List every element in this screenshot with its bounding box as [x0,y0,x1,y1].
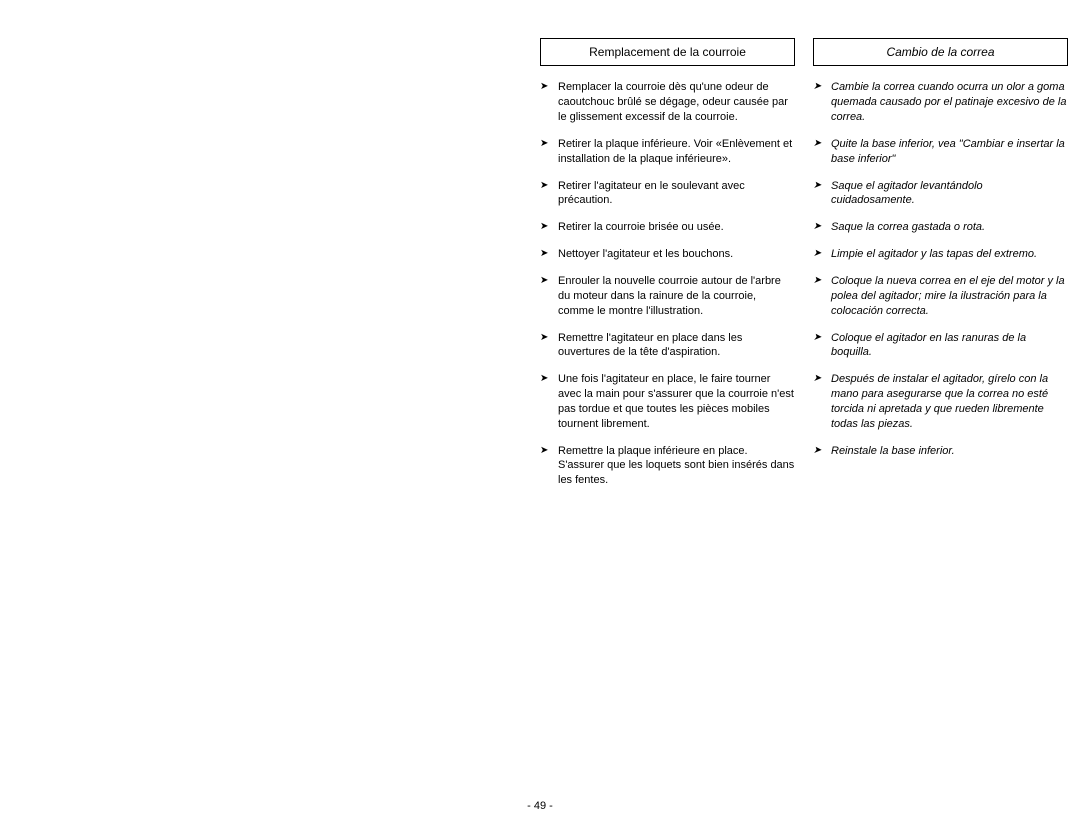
list-item: Coloque la nueva correa en el eje del mo… [813,274,1068,319]
list-item: Retirer la courroie brisée ou usée. [540,220,795,235]
list-item: Cambie la correa cuando ocurra un olor a… [813,80,1068,125]
list-item: Saque la correa gastada o rota. [813,220,1068,235]
bullet-list-french: Remplacer la courroie dès qu'une odeur d… [540,80,795,488]
right-column-spanish: Cambio de la correa Cambie la correa cua… [813,38,1068,500]
left-column-french: Remplacement de la courroie Remplacer la… [540,38,795,500]
heading-box-spanish: Cambio de la correa [813,38,1068,66]
list-item: Remettre la plaque inférieure en place. … [540,444,795,489]
page-number: - 49 - [0,800,1080,812]
list-item: Coloque el agitador en las ranuras de la… [813,331,1068,361]
heading-text-french: Remplacement de la courroie [589,45,746,59]
document-page: Remplacement de la courroie Remplacer la… [0,0,1080,834]
list-item: Nettoyer l'agitateur et les bouchons. [540,247,795,262]
list-item: Limpie el agitador y las tapas del extre… [813,247,1068,262]
two-column-layout: Remplacement de la courroie Remplacer la… [540,38,1080,500]
list-item: Saque el agitador levantándolo cuidadosa… [813,179,1068,209]
list-item: Enrouler la nouvelle courroie autour de … [540,274,795,319]
list-item: Después de instalar el agitador, gírelo … [813,372,1068,431]
list-item: Remplacer la courroie dès qu'une odeur d… [540,80,795,125]
list-item: Une fois l'agitateur en place, le faire … [540,372,795,431]
list-item: Reinstale la base inferior. [813,444,1068,459]
heading-text-spanish: Cambio de la correa [886,45,994,59]
list-item: Remettre l'agitateur en place dans les o… [540,331,795,361]
list-item: Retirer la plaque inférieure. Voir «Enlè… [540,137,795,167]
list-item: Retirer l'agitateur en le soulevant avec… [540,179,795,209]
content-area: Remplacement de la courroie Remplacer la… [540,38,1080,500]
heading-box-french: Remplacement de la courroie [540,38,795,66]
list-item: Quite la base inferior, vea "Cambiar e i… [813,137,1068,167]
bullet-list-spanish: Cambie la correa cuando ocurra un olor a… [813,80,1068,458]
